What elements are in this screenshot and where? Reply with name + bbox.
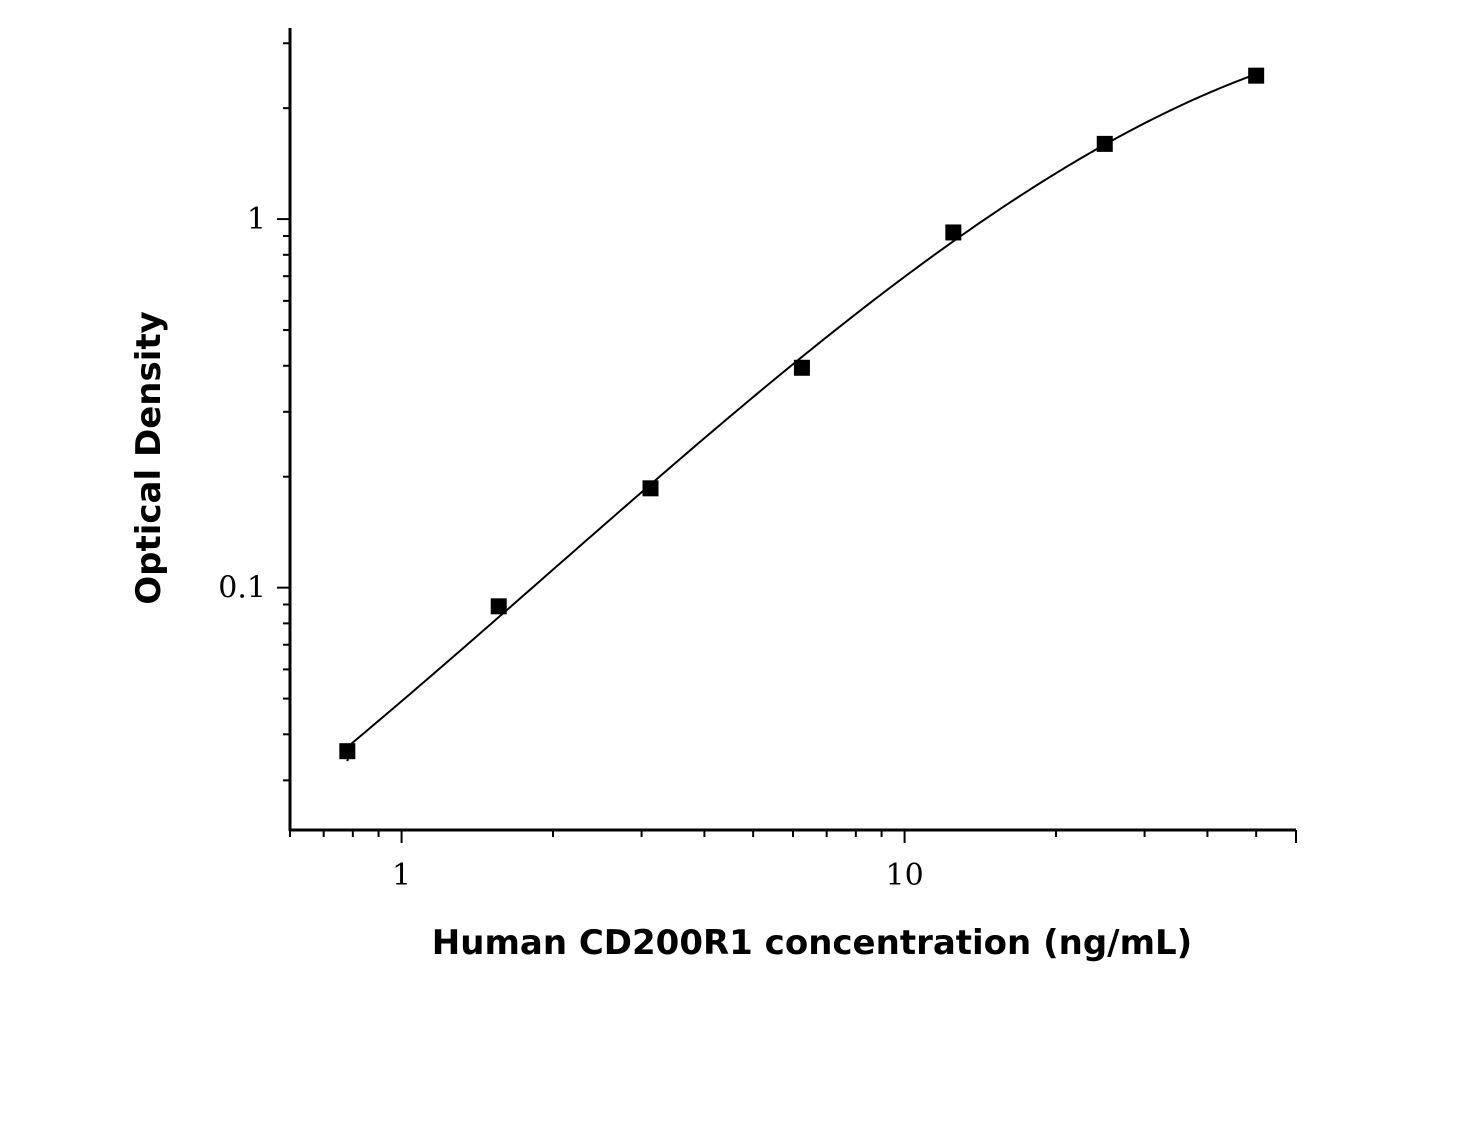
x-axis: 1 10 xyxy=(289,828,1297,893)
data-point xyxy=(490,598,507,615)
data-point xyxy=(793,359,810,376)
fit-curve xyxy=(346,73,1257,762)
data-point xyxy=(642,480,659,497)
data-point xyxy=(1248,67,1265,84)
y-tick-label: 0.1 xyxy=(218,571,266,606)
data-point xyxy=(1096,135,1113,152)
fit-curve-path xyxy=(346,73,1257,762)
data-point xyxy=(339,743,356,760)
x-axis-title: Human CD200R1 concentration (ng/mL) xyxy=(432,923,1192,963)
data-point xyxy=(945,224,962,241)
y-axis-title: Optical Density xyxy=(129,311,169,605)
x-tick-label: 1 xyxy=(392,858,411,893)
y-axis: 0.11 xyxy=(218,28,292,831)
data-points xyxy=(339,67,1265,760)
y-tick-label: 1 xyxy=(247,202,266,237)
x-tick-label: 10 xyxy=(885,858,923,893)
